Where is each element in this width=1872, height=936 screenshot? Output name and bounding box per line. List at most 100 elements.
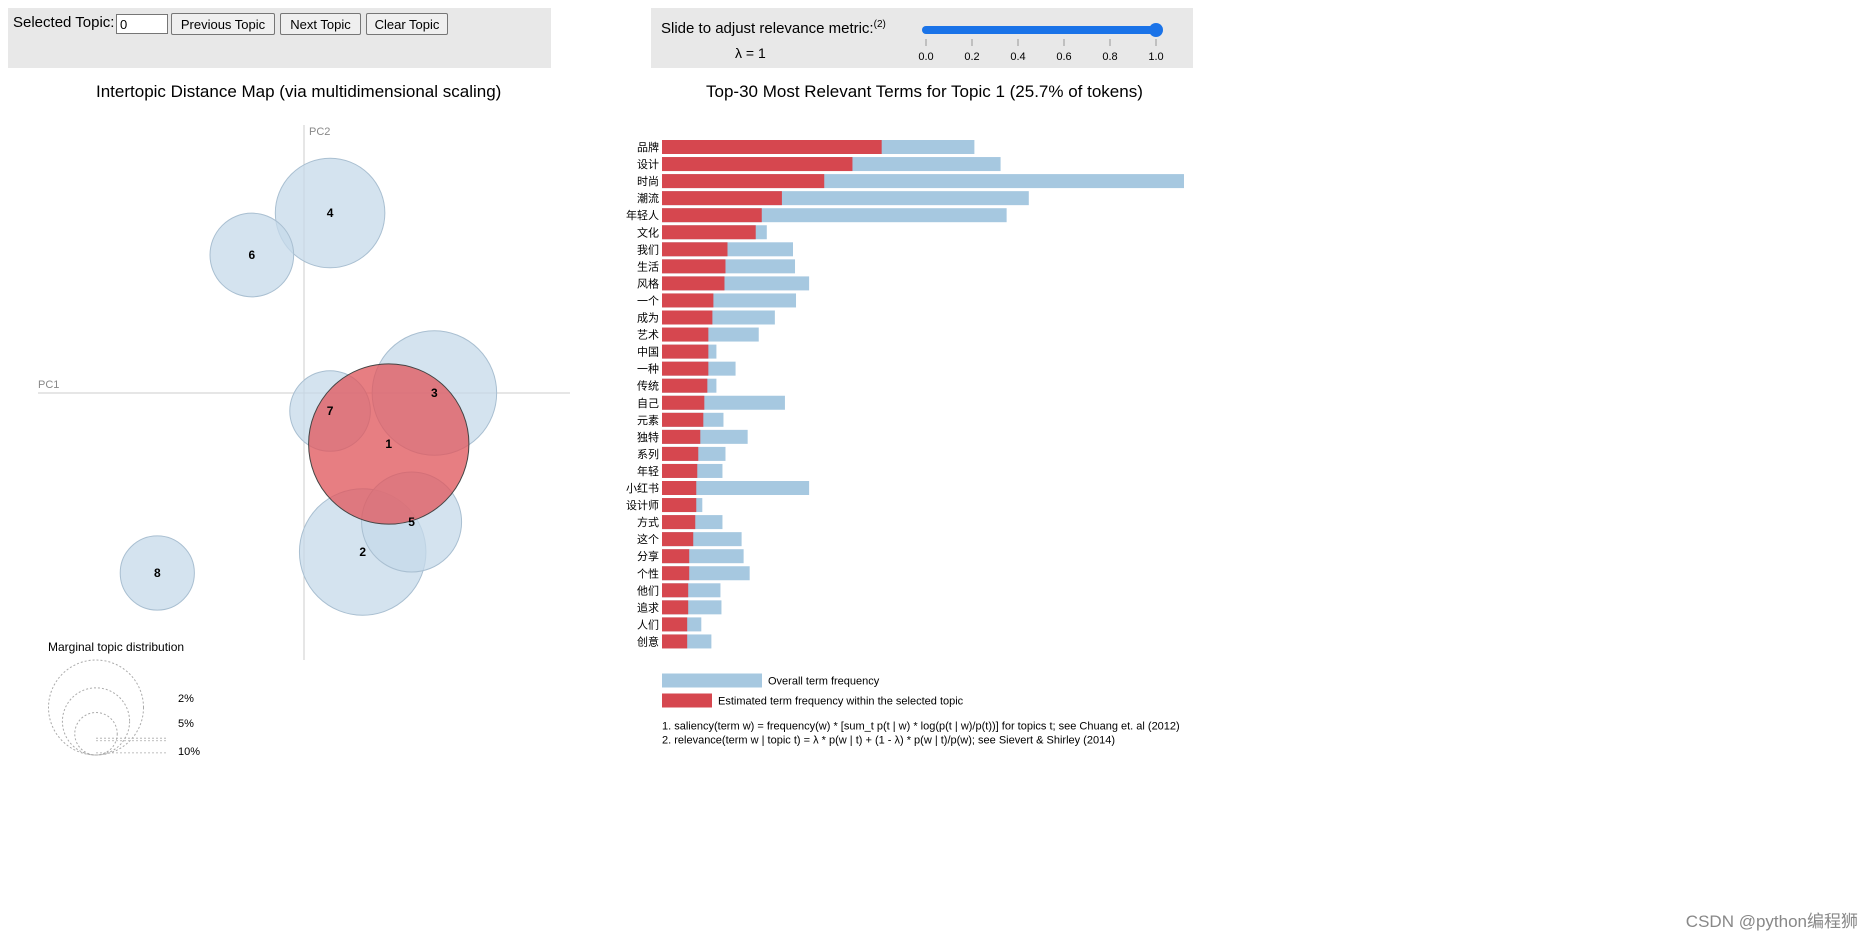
term-label[interactable]: 文化	[637, 225, 659, 239]
watermark: CSDN @python编程狮	[1685, 912, 1858, 931]
footnote-1: 1. saliency(term w) = frequency(w) * [su…	[662, 721, 1180, 733]
term-label[interactable]: 风格	[637, 276, 659, 290]
lambda-value-text: λ = 1	[735, 45, 766, 61]
slider-tick-label: 0.8	[1102, 51, 1117, 63]
term-label[interactable]: 个性	[637, 566, 659, 580]
term-frequency-chart: 品牌设计时尚潮流年轻人文化我们生活风格一个成为艺术中国一种传统自己元素独特系列年…	[626, 140, 1184, 747]
legend-estimated-label: Estimated term frequency within the sele…	[718, 696, 964, 708]
topic-label-1: 1	[385, 437, 392, 451]
legend-label-5: 5%	[178, 718, 194, 730]
term-label[interactable]: 艺术	[637, 329, 659, 342]
slider-tick-label: 0.6	[1056, 51, 1071, 63]
topic-label-2: 2	[359, 545, 366, 559]
term-label[interactable]: 创意	[637, 634, 659, 648]
selected-topic-input[interactable]	[116, 14, 168, 34]
term-label[interactable]: 中国	[637, 346, 659, 359]
estimated-bar	[662, 412, 704, 427]
legend-circle-2	[74, 712, 118, 756]
term-label[interactable]: 我们	[637, 242, 659, 256]
estimated-bar	[662, 498, 697, 513]
estimated-bar	[662, 481, 697, 495]
slider-thumb[interactable]	[1149, 23, 1163, 37]
term-bar-chart-title: Top-30 Most Relevant Terms for Topic 1 (…	[706, 82, 1143, 101]
estimated-bar	[662, 515, 696, 530]
term-label[interactable]: 这个	[637, 532, 659, 546]
term-label[interactable]: 方式	[637, 515, 659, 529]
previous-topic-button[interactable]: Previous Topic	[171, 13, 275, 35]
estimated-bar	[662, 429, 701, 444]
legend-label-2: 2%	[178, 693, 194, 705]
term-label[interactable]: 系列	[637, 447, 659, 461]
term-label[interactable]: 生活	[637, 259, 659, 273]
term-label[interactable]: 设计师	[626, 499, 659, 512]
term-label[interactable]: 追求	[637, 600, 659, 614]
topic-label-5: 5	[408, 515, 415, 529]
footnote-2: 2. relevance(term w | topic t) = λ * p(w…	[662, 735, 1115, 747]
estimated-bar	[662, 566, 690, 581]
term-label[interactable]: 品牌	[637, 140, 659, 154]
estimated-bar	[662, 191, 782, 206]
topic-circle-8[interactable]	[119, 535, 195, 611]
legend-estimated-swatch	[662, 693, 712, 708]
estimated-bar	[662, 378, 708, 393]
topic-circle-6[interactable]	[209, 212, 295, 298]
term-label[interactable]: 一个	[637, 294, 659, 307]
lambda-slider[interactable]: 0.0 0.2 0.4 0.6 0.8 1.0	[916, 12, 1186, 68]
estimated-bar	[662, 140, 882, 154]
clear-topic-button[interactable]: Clear Topic	[366, 13, 448, 35]
topic-control-panel: Selected Topic: Previous Topic Next Topi…	[8, 8, 551, 68]
next-topic-button[interactable]: Next Topic	[280, 13, 361, 35]
estimated-bar	[662, 276, 725, 291]
term-label[interactable]: 小红书	[626, 482, 659, 495]
relevance-slider-label: Slide to adjust relevance metric:(2)	[661, 19, 886, 37]
term-label[interactable]: 自己	[637, 397, 659, 410]
estimated-bar	[662, 634, 688, 649]
topic-label-8: 8	[154, 566, 161, 580]
legend-circle-10	[48, 659, 144, 756]
estimated-bar	[662, 600, 689, 615]
slider-tick-label: 0.2	[964, 51, 979, 63]
estimated-bar	[662, 310, 713, 325]
legend-overall-label: Overall term frequency	[768, 676, 880, 688]
pc2-label: PC2	[309, 126, 330, 138]
term-label[interactable]: 设计	[637, 158, 659, 171]
slider-tick-label: 1.0	[1148, 51, 1163, 63]
topic-circle-1[interactable]	[308, 363, 470, 525]
topic-label-4: 4	[327, 206, 334, 220]
slider-tick-label: 0.0	[918, 51, 933, 63]
estimated-bar	[662, 532, 694, 547]
term-label[interactable]: 他们	[637, 583, 659, 597]
term-label[interactable]: 分享	[637, 549, 659, 563]
estimated-bar	[662, 344, 709, 359]
marginal-distribution-title: Marginal topic distribution	[48, 640, 184, 654]
estimated-bar	[662, 446, 699, 461]
topic-label-3: 3	[431, 386, 438, 400]
term-label[interactable]: 传统	[637, 380, 659, 393]
intertopic-distance-map: PC2 PC1 1 2 3 4 5 6 7 8 Marginal topic distribut…	[38, 125, 570, 758]
term-label[interactable]: 一种	[637, 362, 659, 376]
term-label[interactable]: 独特	[637, 430, 659, 444]
estimated-bar	[662, 157, 853, 172]
term-label[interactable]: 人们	[637, 617, 659, 631]
estimated-bar	[662, 208, 762, 223]
term-label[interactable]: 年轻人	[626, 208, 659, 222]
term-label[interactable]: 潮流	[637, 191, 659, 205]
legend-label-10: 10%	[178, 746, 200, 758]
estimated-bar	[662, 617, 688, 632]
estimated-bar	[662, 259, 726, 274]
term-label[interactable]: 成为	[637, 312, 659, 325]
term-label[interactable]: 时尚	[637, 174, 659, 188]
estimated-bar	[662, 361, 709, 376]
legend-overall-swatch	[662, 673, 762, 688]
estimated-bar	[662, 242, 728, 257]
estimated-bar	[662, 293, 714, 308]
relevance-control-panel: Slide to adjust relevance metric:(2) λ =…	[651, 8, 1193, 68]
topic-circle-4[interactable]	[274, 157, 386, 269]
estimated-bar	[662, 549, 690, 564]
term-label[interactable]: 年轻	[637, 464, 659, 478]
topic-label-6: 6	[248, 248, 255, 262]
term-label[interactable]: 元素	[637, 414, 659, 427]
estimated-bar	[662, 225, 756, 240]
slider-tick-label: 0.4	[1010, 51, 1025, 63]
topic-label-7: 7	[327, 404, 334, 418]
